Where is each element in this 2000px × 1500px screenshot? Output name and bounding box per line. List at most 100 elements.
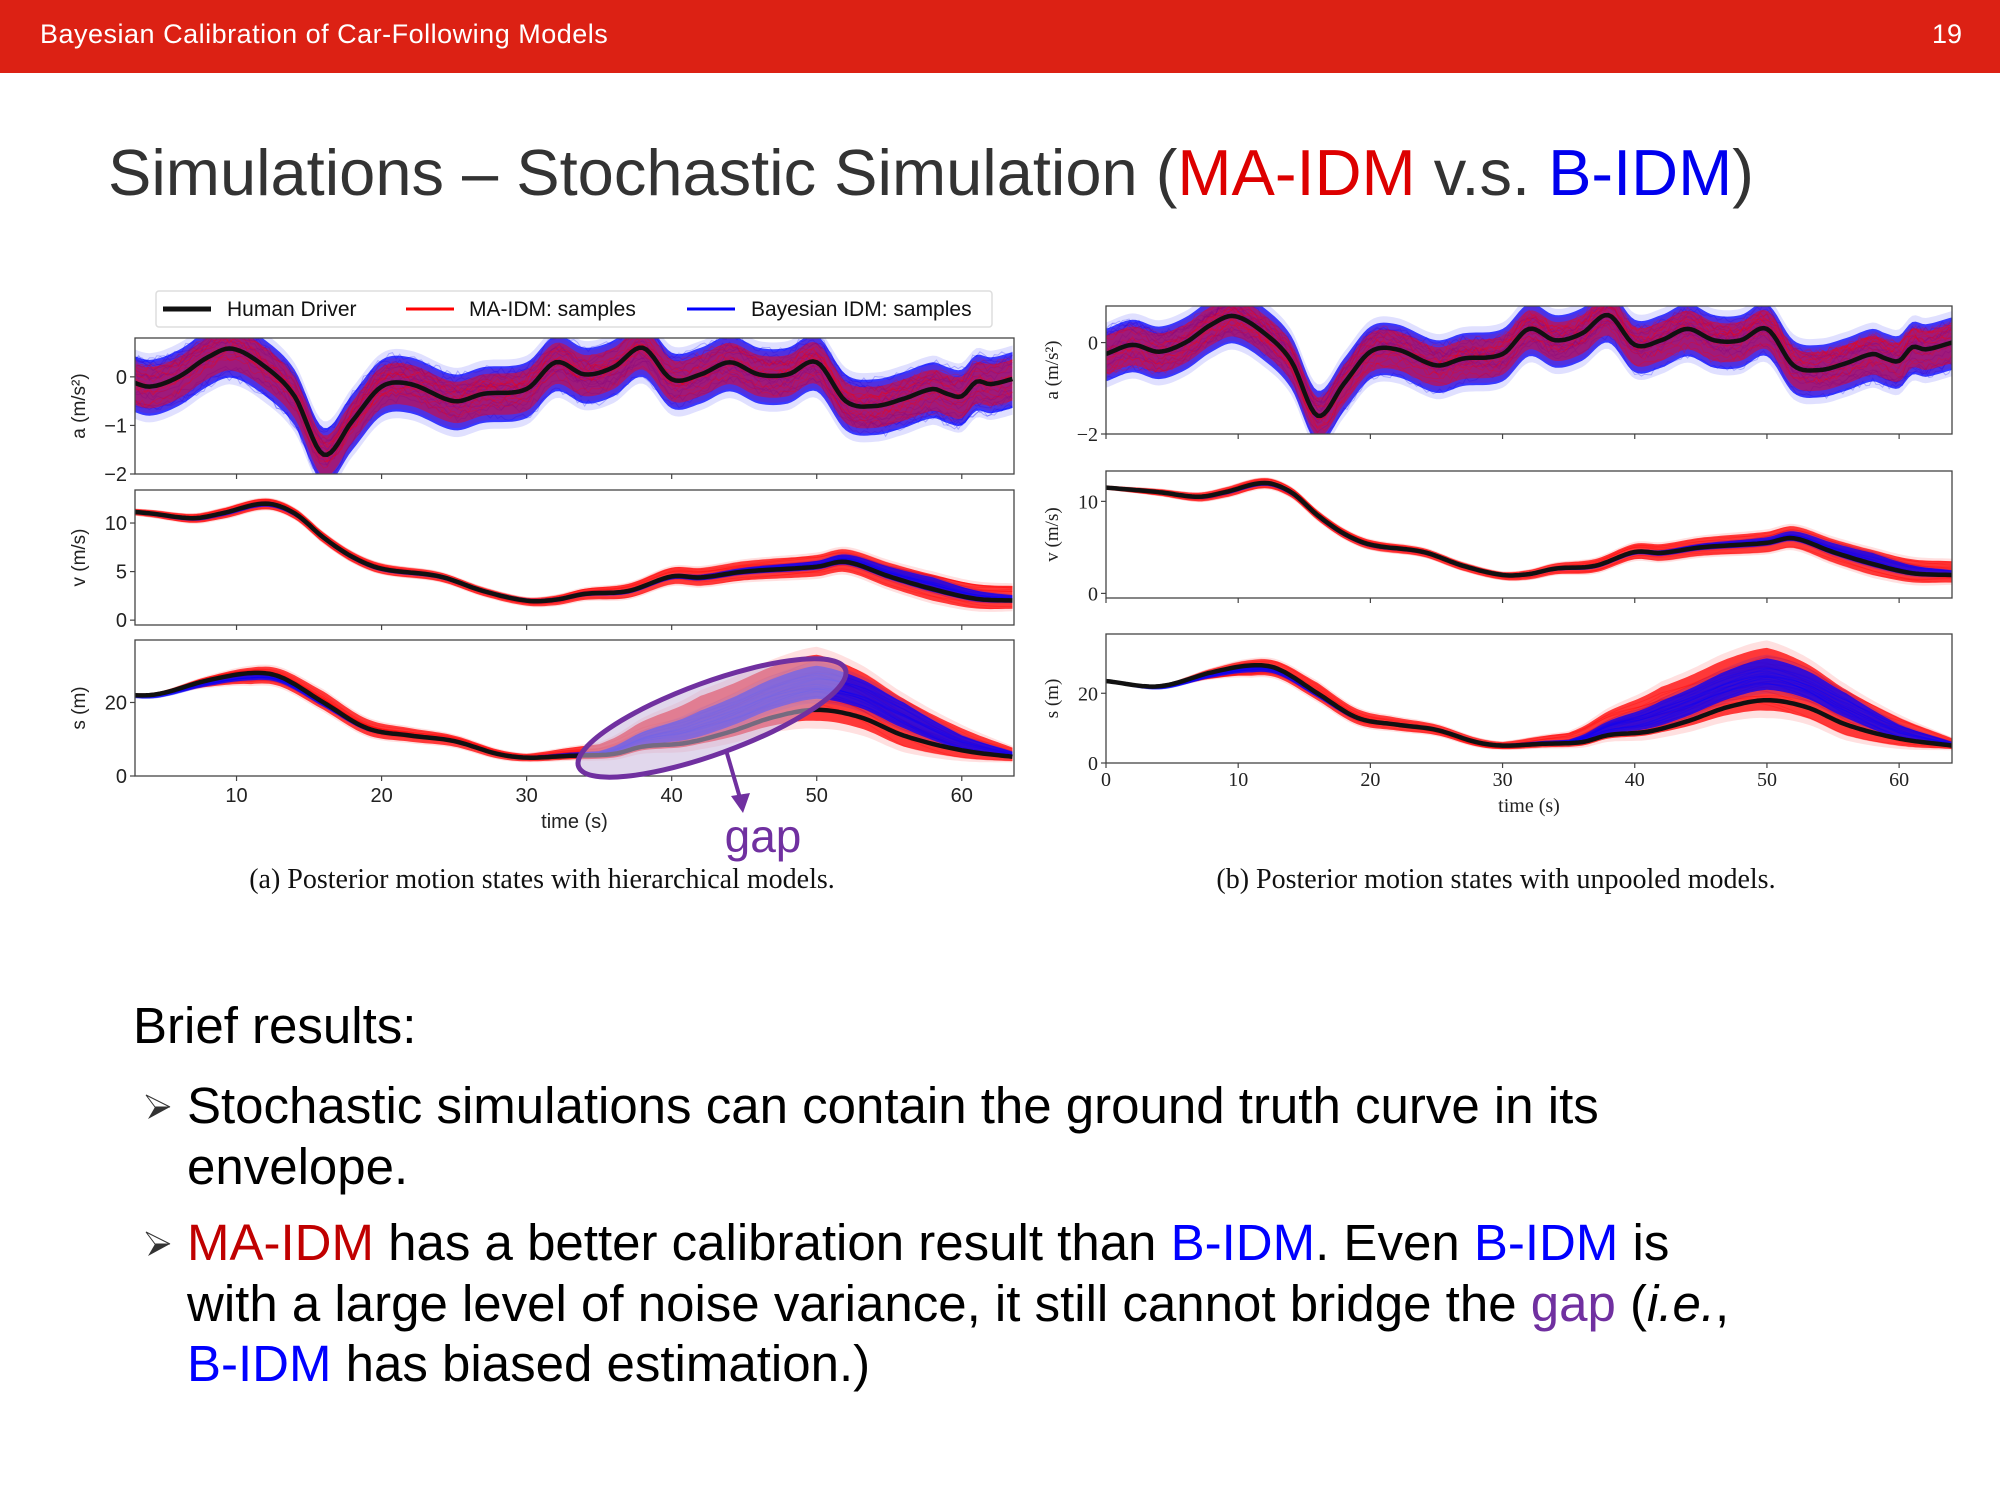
ma_idm-sample-line <box>135 499 1013 599</box>
b_idm-sample-line <box>1106 306 1952 419</box>
page-number: 19 <box>1931 19 1962 49</box>
x-axis-label: time (s) <box>1498 795 1560 817</box>
b_idm-sample-line <box>1106 306 1952 413</box>
ma_idm-sample-line <box>1106 306 1952 421</box>
gap-arrow-line <box>724 749 742 799</box>
legend-label: Human Driver <box>227 298 357 321</box>
y-axis-label: a (m/s²) <box>69 373 90 438</box>
plot-area <box>1106 640 1952 751</box>
y-tick-label: 20 <box>1078 683 1098 705</box>
text-segment: has a better calibration result than <box>373 1214 1171 1271</box>
b_idm-sample-line <box>135 339 1013 455</box>
b_idm-sample-line <box>1106 483 1952 578</box>
ma_idm-sample-line <box>135 344 1013 463</box>
b_idm-sample-line <box>1106 484 1952 577</box>
ma_idm-sample-line <box>1106 306 1952 418</box>
text-segment: is <box>1618 1214 1670 1271</box>
ma_idm-sample-line <box>1106 306 1952 400</box>
ma_idm-sample-line <box>1106 478 1952 574</box>
panel-frame <box>134 639 1015 777</box>
panel-frame <box>1105 305 1953 435</box>
text-segment: B-IDM <box>187 1335 332 1392</box>
ma_idm-sample-line <box>135 659 1013 755</box>
bullet-line: with a large level of noise variance, it… <box>187 1278 1729 1329</box>
title-ma-idm: MA-IDM <box>1177 136 1416 209</box>
x-axis-label: time (s) <box>541 811 608 833</box>
x-tick-label: 0 <box>1101 769 1111 791</box>
human-driver-line <box>1106 480 1952 578</box>
y-tick-label: −2 <box>104 464 127 486</box>
ma_idm-sample-line <box>135 338 1013 449</box>
bullet-line: MA-IDM has a better calibration result t… <box>187 1217 1669 1268</box>
text-segment: envelope. <box>187 1138 409 1195</box>
b_idm-sample-line <box>1106 483 1952 578</box>
presentation-title: Bayesian Calibration of Car-Following Mo… <box>40 19 609 49</box>
text-segment: gap <box>1530 1275 1616 1332</box>
y-tick-label: 0 <box>1088 583 1098 605</box>
text-segment: ( <box>1615 1275 1647 1332</box>
y-tick-label: 10 <box>1078 491 1098 513</box>
y-tick-label: −1 <box>104 415 127 437</box>
title-b-idm: B-IDM <box>1548 136 1733 209</box>
ma_idm-sample-line <box>135 338 1013 458</box>
arrow-bullet-icon <box>145 1094 171 1119</box>
y-axis-label: s (m) <box>69 686 90 729</box>
b_idm-sample-line <box>1106 321 1952 424</box>
y-tick-label: −2 <box>1077 424 1098 446</box>
b_idm-envelope <box>1106 658 1952 748</box>
ma_idm-sample-line <box>1106 306 1952 408</box>
b_idm-sample-line <box>135 338 1013 433</box>
panel-frame <box>1105 470 1953 599</box>
x-tick-label: 40 <box>1625 769 1645 791</box>
bullet-line: envelope. <box>187 1141 408 1192</box>
ma_idm-sample-line <box>1106 486 1952 581</box>
ma_idm-sample-line <box>135 338 1013 440</box>
ma_idm-sample-line <box>135 338 1013 456</box>
ma_idm-sample-line <box>1106 482 1952 577</box>
y-tick-label: 0 <box>116 610 127 632</box>
ma_idm-sample-line <box>1106 316 1952 428</box>
b_idm-sample-line <box>135 338 1013 431</box>
ma_idm-sample-line <box>135 507 1013 610</box>
gap-highlight-ellipse <box>575 656 849 780</box>
x-tick-label: 60 <box>1889 769 1909 791</box>
human-driver-line <box>1106 662 1952 748</box>
ma_idm-sample-line <box>1106 319 1952 420</box>
b_idm-sample-line <box>135 341 1013 444</box>
ma_idm-envelope <box>135 498 1013 610</box>
human-driver-line <box>135 670 1013 760</box>
x-tick-label: 50 <box>806 785 828 807</box>
ma_idm-sample-line <box>1106 477 1952 573</box>
gap-annotation-label: gap <box>725 810 802 862</box>
ma_idm-sample-line <box>1106 484 1952 579</box>
text-segment: . Even <box>1315 1214 1474 1271</box>
slide-header: Bayesian Calibration of Car-Following Mo… <box>0 0 2000 73</box>
x-tick-label: 10 <box>225 785 247 807</box>
slide-title: Simulations – Stochastic Simulation (MA-… <box>108 140 1754 205</box>
ma_idm-sample-line <box>135 346 1013 463</box>
human-driver-line <box>135 501 1013 604</box>
ma_idm-sample-line <box>1106 656 1952 744</box>
ma_idm-sample-line <box>1106 306 1952 409</box>
x-tick-label: 10 <box>1228 769 1248 791</box>
b_idm-sample-line <box>1106 484 1952 577</box>
plot-area <box>135 338 1014 474</box>
figure-caption: (b) Posterior motion states with unpoole… <box>1216 864 1775 895</box>
b_idm-sample-line <box>1106 306 1952 404</box>
b_idm-sample-line <box>135 338 1013 441</box>
y-axis-label: v (m/s) <box>1042 507 1063 561</box>
b_idm-sample-line <box>1106 484 1952 577</box>
b_idm-sample-line <box>135 349 1013 468</box>
panel-s: 0 20 s (m) <box>1042 633 1953 775</box>
bullet-line: Stochastic simulations can contain the g… <box>187 1080 1599 1131</box>
panel-frame <box>134 337 1015 475</box>
y-axis-label: a (m/s²) <box>1042 341 1063 400</box>
plot-area <box>1106 477 1952 586</box>
text-segment: MA-IDM <box>187 1214 374 1271</box>
y-tick-label: 0 <box>1088 753 1098 775</box>
b_idm-sample-line <box>135 338 1013 445</box>
gap-arrowhead-icon <box>731 793 750 813</box>
plot-area <box>1106 306 1952 434</box>
